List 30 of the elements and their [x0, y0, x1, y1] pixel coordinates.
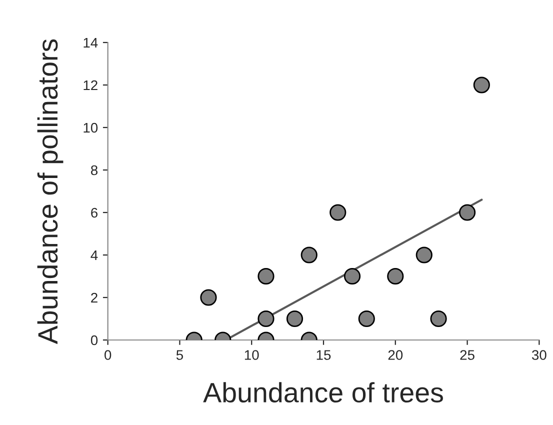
y-axis-title: Abundance of pollinators — [37, 39, 64, 344]
y-tick-label: 12 — [84, 80, 98, 90]
y-tick-label: 6 — [91, 208, 98, 218]
x-tick-label: 25 — [460, 350, 474, 360]
x-tick-label: 15 — [316, 350, 331, 360]
x-tick-label: 20 — [388, 350, 403, 360]
point — [200, 289, 217, 306]
y-tick-label: 0 — [90, 335, 98, 346]
point — [258, 268, 274, 285]
x-tick-label: 30 — [532, 350, 546, 360]
y-tick-label: 2 — [91, 292, 98, 303]
point — [387, 268, 404, 285]
point — [330, 204, 346, 221]
x-tick-label: 10 — [244, 350, 259, 360]
x-axis-title: Abundance of trees — [203, 382, 443, 403]
point — [458, 204, 476, 221]
y-tick-label: 4 — [90, 250, 98, 260]
y-tick-label: 14 — [84, 38, 98, 48]
y-tick-label: 8 — [90, 165, 98, 176]
y-tick-label: 10 — [84, 122, 98, 133]
point — [344, 268, 361, 285]
point — [416, 246, 432, 264]
x-tick-label: 5 — [176, 350, 184, 360]
point — [300, 246, 318, 264]
point — [473, 76, 490, 94]
x-tick-label: 0 — [104, 350, 112, 360]
point — [258, 310, 274, 328]
point — [358, 310, 375, 328]
point — [286, 310, 304, 328]
point — [430, 310, 447, 328]
